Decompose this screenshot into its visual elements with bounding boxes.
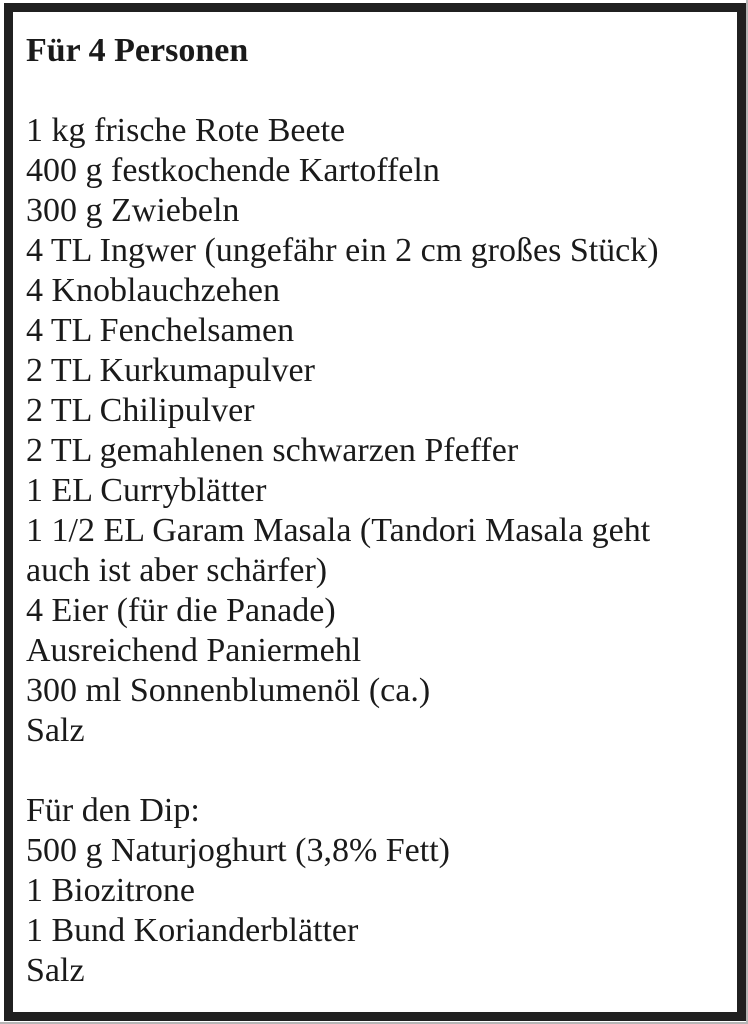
ingredient-line: 300 g Zwiebeln [26,192,240,229]
ingredient-line: 4 TL Fenchelsamen [26,312,295,349]
ingredient-line: 1 1/2 EL Garam Masala (Tandori Masala ge… [26,512,651,589]
ingredient-line: 1 EL Curryblätter [26,472,267,509]
ingredient-line: 300 ml Sonnenblumenöl (ca.) [26,672,431,709]
ingredient-line: 1 Biozitrone [26,872,196,909]
ingredient-line: 4 TL Ingwer (ungefähr ein 2 cm großes St… [26,232,659,269]
ingredient-line: 1 Bund Korianderblätter [26,912,359,949]
ingredient-line: 500 g Naturjoghurt (3,8% Fett) [26,832,450,869]
ingredient-line: 4 Knoblauchzehen [26,272,280,309]
ingredient-line: Salz [26,952,85,989]
dip-section: Für den Dip: 500 g Naturjoghurt (3,8% Fe… [26,791,717,991]
scan-edge-artifact [746,0,748,1024]
ingredient-line: Ausreichend Paniermehl [26,632,362,669]
ingredient-line: 2 TL gemahlenen schwarzen Pfeffer [26,432,519,469]
ingredient-line: 1 kg frische Rote Beete [26,112,346,149]
ingredient-line: 4 Eier (für die Panade) [26,592,336,629]
ingredient-list: 1 kg frische Rote Beete 400 g festkochen… [26,111,717,751]
ingredient-line: 2 TL Kurkumapulver [26,352,315,389]
recipe-border-frame: Für 4 Personen 1 kg frische Rote Beete 4… [4,3,746,1021]
scan-edge-artifact [0,1022,748,1024]
recipe-servings-title: Für 4 Personen [26,32,249,69]
dip-section-heading: Für den Dip: [26,792,200,829]
ingredient-line: 400 g festkochende Kartoffeln [26,152,440,189]
ingredient-line: Salz [26,712,85,749]
ingredient-line: 2 TL Chilipulver [26,392,255,429]
